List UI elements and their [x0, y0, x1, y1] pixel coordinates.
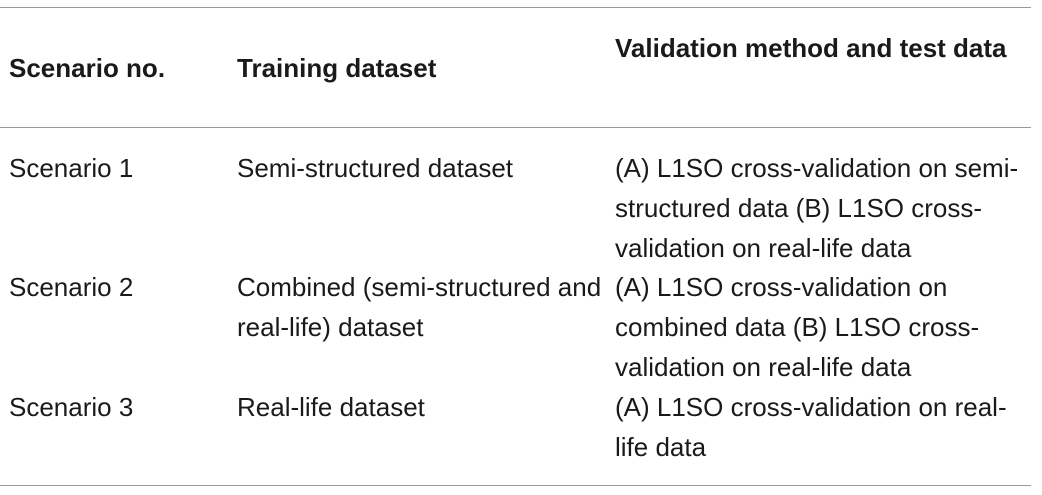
row-2-training: Combined (semi-structured and real-life)…	[237, 272, 602, 342]
row-1-training: Semi-structured dataset	[237, 153, 514, 183]
row-1-scenario: Scenario 1	[9, 153, 134, 183]
row-3-training: Real-life dataset	[237, 392, 425, 422]
row-3-scenario: Scenario 3	[9, 392, 134, 422]
table-bottom-rule	[0, 485, 1031, 486]
header-scenario-no: Scenario no.	[9, 53, 166, 83]
row-3-validation: (A) L1SO cross-validation on real-life d…	[615, 392, 1007, 462]
row-2-validation: (A) L1SO cross-validation on combined da…	[615, 272, 980, 382]
table-header-rule	[0, 127, 1031, 128]
header-training-dataset: Training dataset	[237, 53, 437, 83]
table-top-rule	[0, 7, 1031, 8]
header-validation-method: Validation method and test data	[615, 33, 1007, 63]
row-1-validation: (A) L1SO cross-validation on semi-struct…	[615, 153, 1019, 263]
row-2-scenario: Scenario 2	[9, 272, 134, 302]
